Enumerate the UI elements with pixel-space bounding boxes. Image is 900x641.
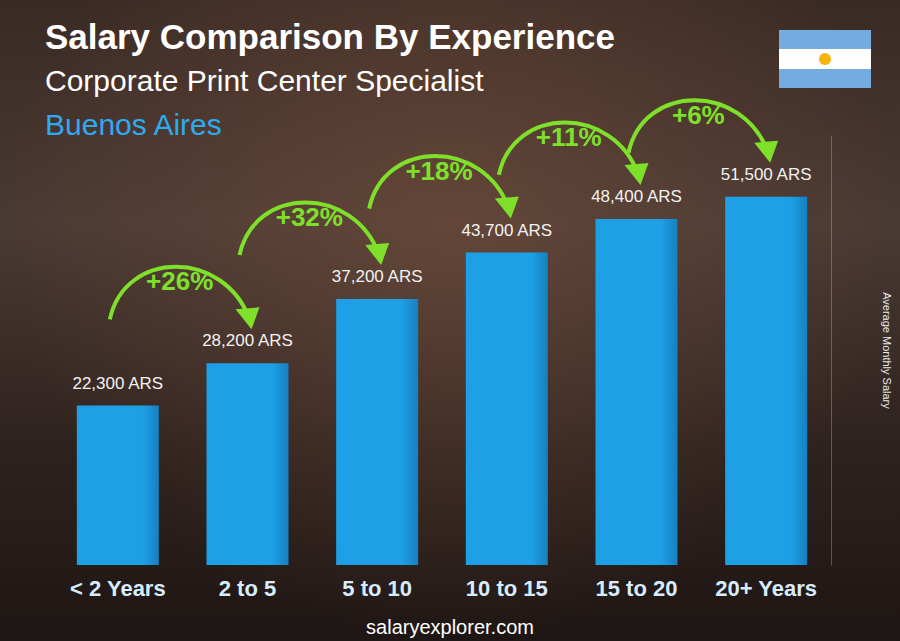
svg-text:2 to 5: 2 to 5 [219,576,276,601]
svg-text:43,700 ARS: 43,700 ARS [461,221,552,240]
svg-text:Average Monthly Salary: Average Monthly Salary [881,292,893,409]
svg-text:salaryexplorer.com: salaryexplorer.com [366,616,534,638]
svg-text:10 to 15: 10 to 15 [466,576,548,601]
svg-text:15 to 20: 15 to 20 [596,576,678,601]
svg-text:20+ Years: 20+ Years [715,576,817,601]
svg-text:51,500 ARS: 51,500 ARS [721,165,812,184]
svg-text:Salary Comparison By Experienc: Salary Comparison By Experience [45,17,615,56]
svg-text:+32%: +32% [276,202,343,232]
svg-text:+11%: +11% [536,122,602,152]
svg-text:Buenos Aires: Buenos Aires [45,108,222,141]
svg-text:48,400 ARS: 48,400 ARS [591,187,682,206]
svg-text:37,200 ARS: 37,200 ARS [332,267,423,286]
svg-text:+6%: +6% [672,100,725,130]
svg-text:< 2 Years: < 2 Years [70,576,166,601]
svg-text:22,300 ARS: 22,300 ARS [72,374,163,393]
svg-text:5 to 10: 5 to 10 [342,576,412,601]
svg-text:28,200 ARS: 28,200 ARS [202,331,293,350]
svg-text:+18%: +18% [405,156,472,186]
svg-text:Corporate Print Center Special: Corporate Print Center Specialist [45,64,484,97]
svg-text:+26%: +26% [146,266,213,296]
